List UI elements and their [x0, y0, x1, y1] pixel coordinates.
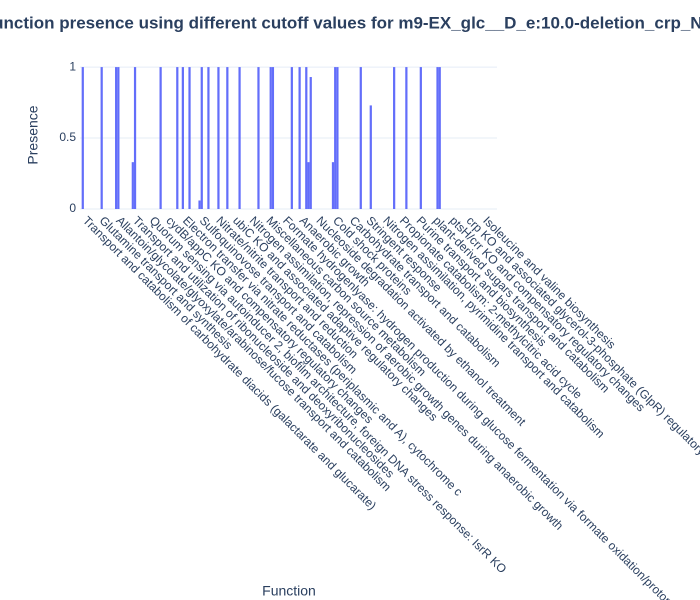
bar	[115, 67, 118, 209]
bar	[331, 162, 335, 209]
bar	[226, 67, 229, 209]
bar	[405, 67, 408, 209]
plot-area	[80, 60, 497, 209]
bar	[359, 67, 362, 209]
x-tick-label: plant-derived sugars transport and catab…	[430, 213, 612, 395]
bar	[176, 67, 179, 209]
bar	[100, 67, 103, 209]
bar	[269, 67, 272, 209]
bar	[369, 105, 372, 209]
bar	[438, 67, 441, 209]
bar	[290, 67, 293, 209]
bar	[307, 162, 310, 209]
bar	[257, 67, 260, 209]
bar	[309, 77, 312, 210]
bar	[117, 67, 120, 209]
y-axis-title: Presence	[25, 105, 41, 164]
bar	[188, 67, 191, 209]
x-axis-title: Function	[262, 583, 316, 599]
bar	[271, 67, 275, 209]
chart-title: Function presence using different cutoff…	[0, 13, 700, 32]
y-tick-label: 0	[69, 201, 76, 215]
bar	[334, 67, 337, 209]
bar	[419, 67, 422, 209]
bar	[198, 200, 201, 209]
bar	[200, 67, 203, 209]
bar	[81, 67, 84, 209]
bar	[207, 67, 210, 209]
bar	[181, 67, 184, 209]
bar	[436, 67, 439, 209]
y-tick-label: 0.5	[59, 130, 76, 144]
bar	[159, 67, 162, 209]
bar	[393, 67, 396, 209]
bar	[131, 162, 134, 209]
bar	[238, 67, 241, 209]
bar	[298, 67, 301, 209]
y-tick-label: 1	[69, 59, 76, 73]
bar	[217, 67, 220, 209]
bar	[305, 67, 308, 209]
bar	[336, 67, 339, 209]
bar	[133, 67, 137, 209]
